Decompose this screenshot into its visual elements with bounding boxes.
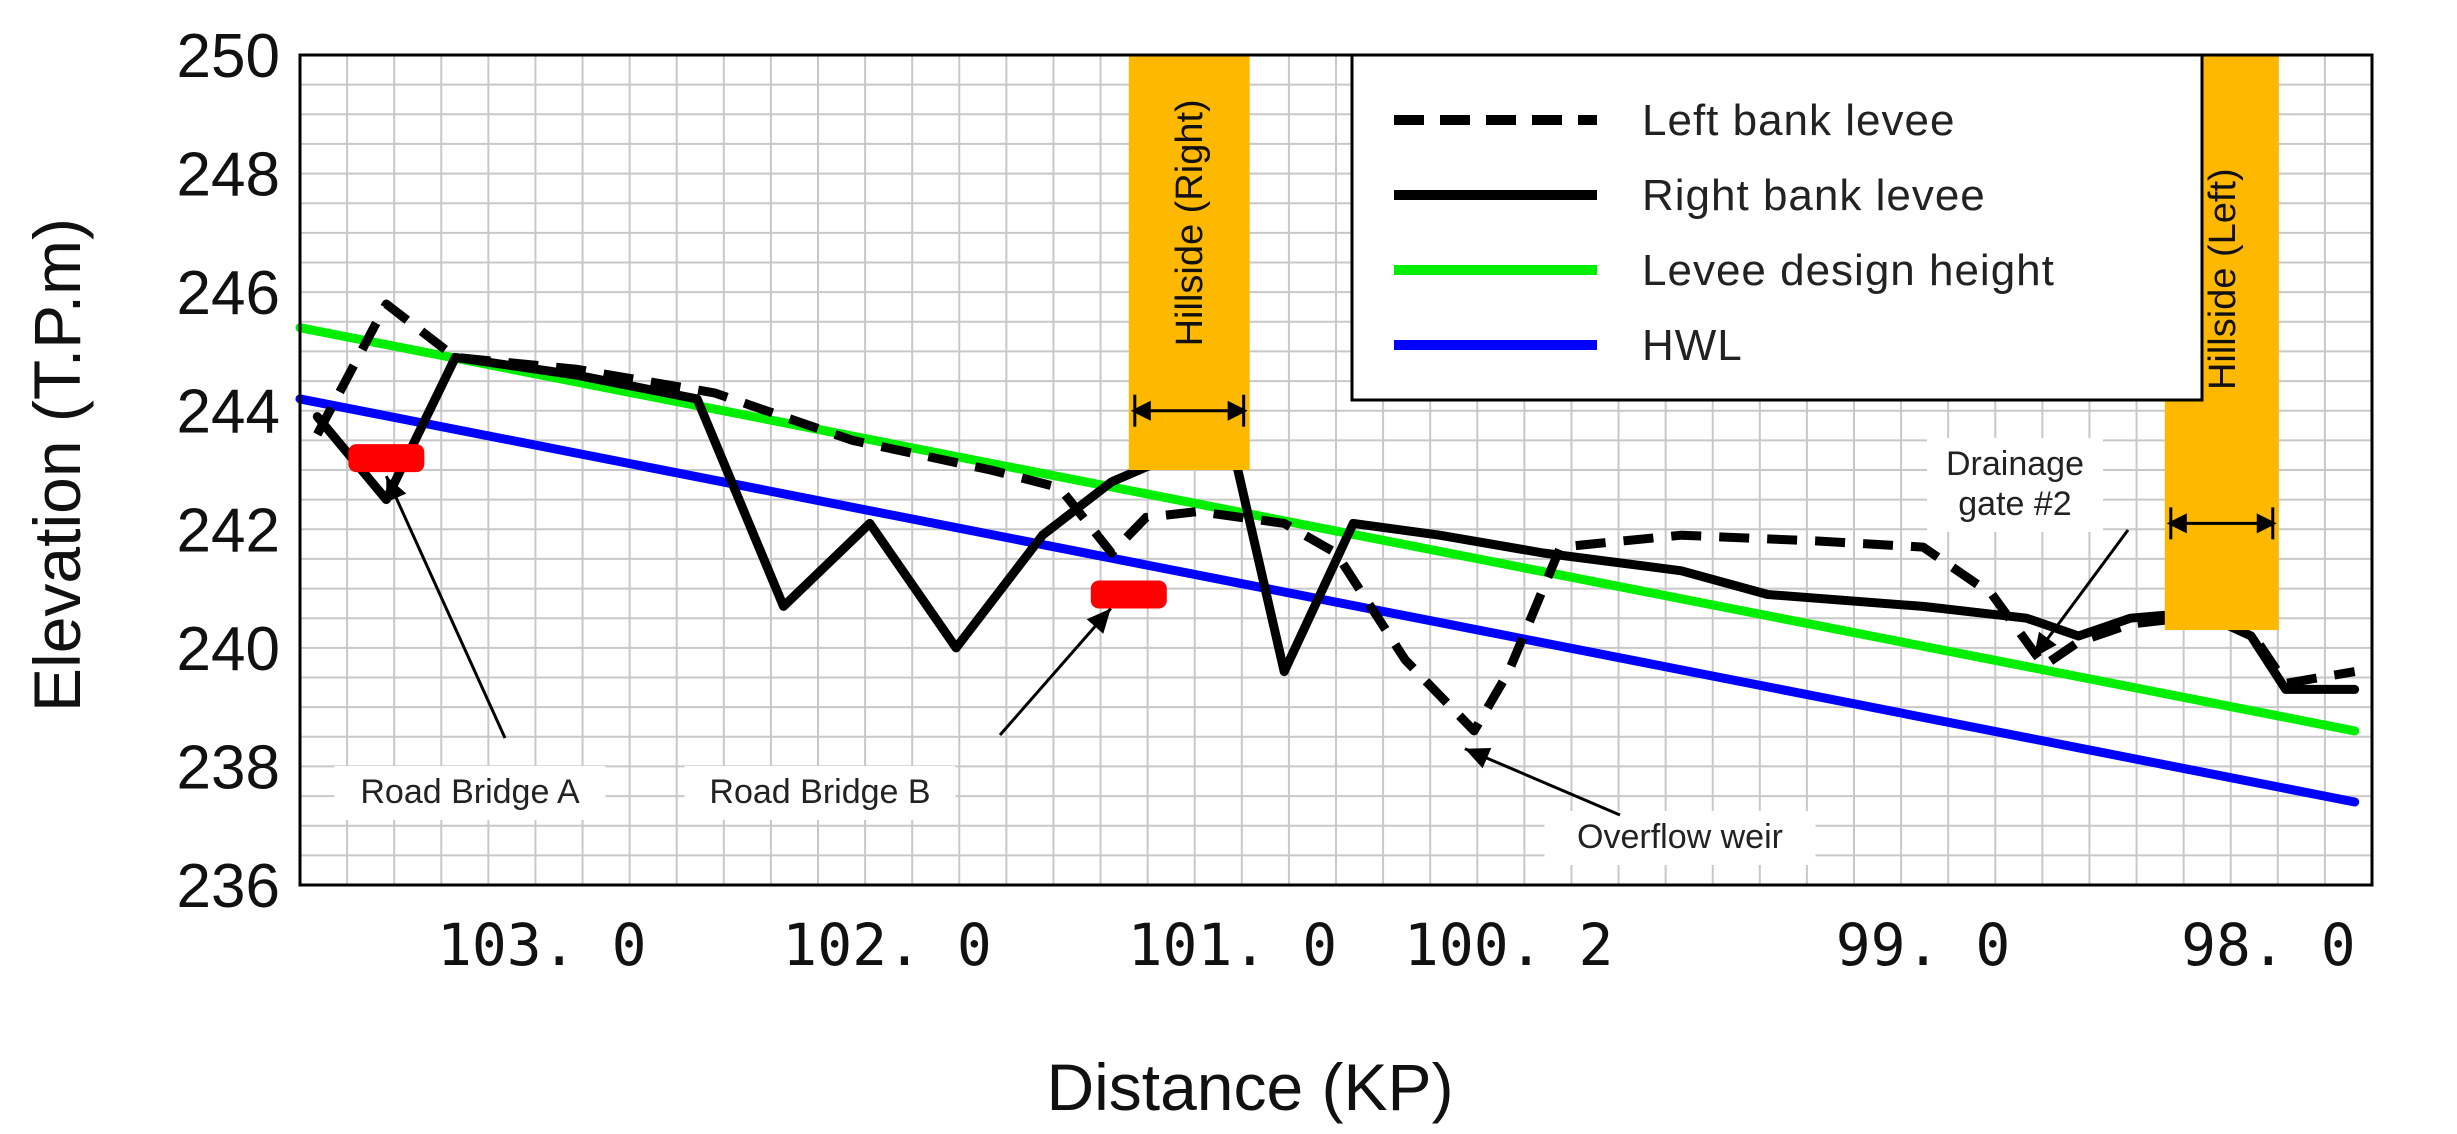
x-tick-label: 99. 0 (1836, 911, 2011, 979)
x-tick-label: 100. 2 (1404, 911, 1614, 979)
legend-label: HWL (1642, 321, 1743, 370)
annotations: Road Bridge A Road Bridge B Overflow weir D… (334, 438, 2130, 865)
hillside-label: Hillside (Right) (1169, 99, 1211, 346)
annotation-label: gate #2 (1958, 485, 2071, 523)
y-tick-label: 240 (177, 615, 280, 684)
series-line-hwl (295, 394, 2360, 807)
x-axis-ticks: 103. 0 102. 0 101. 0 100. 2 99. 0 98. 0 (437, 911, 2356, 979)
hillside-arrow-head (2256, 513, 2277, 534)
annotation-arrow-head (386, 476, 407, 503)
x-tick-label: 101. 0 (1128, 911, 1338, 979)
legend-label: Left bank levee (1642, 96, 1955, 145)
plot-frame (298, 53, 2374, 887)
legend-label: Right bank levee (1642, 171, 1986, 220)
y-tick-label: 246 (177, 259, 280, 328)
y-tick-label: 242 (177, 496, 280, 565)
y-tick-label: 238 (177, 733, 280, 802)
annotation-label: Drainage (1946, 445, 2084, 483)
annotation-arrow (998, 607, 1112, 736)
y-axis-title: Elevation (T.P.m) (20, 218, 94, 712)
annotation-arrow (384, 475, 507, 739)
bridge-marker (1090, 580, 1167, 609)
bridge-marker (348, 444, 425, 473)
legend: Left bank levee Right bank levee Levee des… (1350, 53, 2204, 402)
hillside-arrow-head (1227, 400, 1248, 421)
series-line-right-bank-levee (312, 352, 2360, 694)
hillside-arrow-head (1130, 400, 1151, 421)
series (295, 299, 2360, 807)
series-line-left-bank-levee (313, 299, 2356, 736)
y-tick-label: 250 (177, 22, 280, 91)
annotation-arrow-head (2033, 631, 2057, 658)
annotation-arrow (2032, 529, 2130, 659)
annotation-box (334, 766, 606, 820)
hillside-band (1128, 55, 1250, 470)
series-line-levee-design-height (295, 323, 2360, 736)
annotation-arrow (1464, 747, 1621, 817)
annotation-arrow-head (1086, 608, 1111, 634)
annotation-label: Road Bridge A (360, 773, 580, 811)
x-tick-label: 102. 0 (782, 911, 992, 979)
y-tick-label: 248 (177, 141, 280, 210)
annotation-box (1544, 811, 1816, 865)
legend-label: Levee design height (1642, 246, 2055, 295)
y-axis-ticks: 236 238 240 242 244 246 248 250 (177, 22, 280, 921)
hillside-label: Hillside (Left) (2202, 168, 2244, 390)
y-tick-label: 244 (177, 378, 280, 447)
annotation-arrow-head (1464, 748, 1492, 769)
y-tick-label: 236 (177, 852, 280, 921)
x-axis-title: Distance (KP) (1046, 1050, 1453, 1124)
annotation-box (684, 766, 956, 820)
annotation-label: Road Bridge B (709, 773, 930, 811)
hillside-arrow-head (2166, 513, 2187, 534)
x-tick-label: 103. 0 (437, 911, 647, 979)
x-tick-label: 98. 0 (2181, 911, 2356, 979)
annotation-label: Overflow weir (1577, 818, 1783, 856)
bridges (348, 444, 1167, 609)
annotation-box (1927, 438, 2103, 532)
